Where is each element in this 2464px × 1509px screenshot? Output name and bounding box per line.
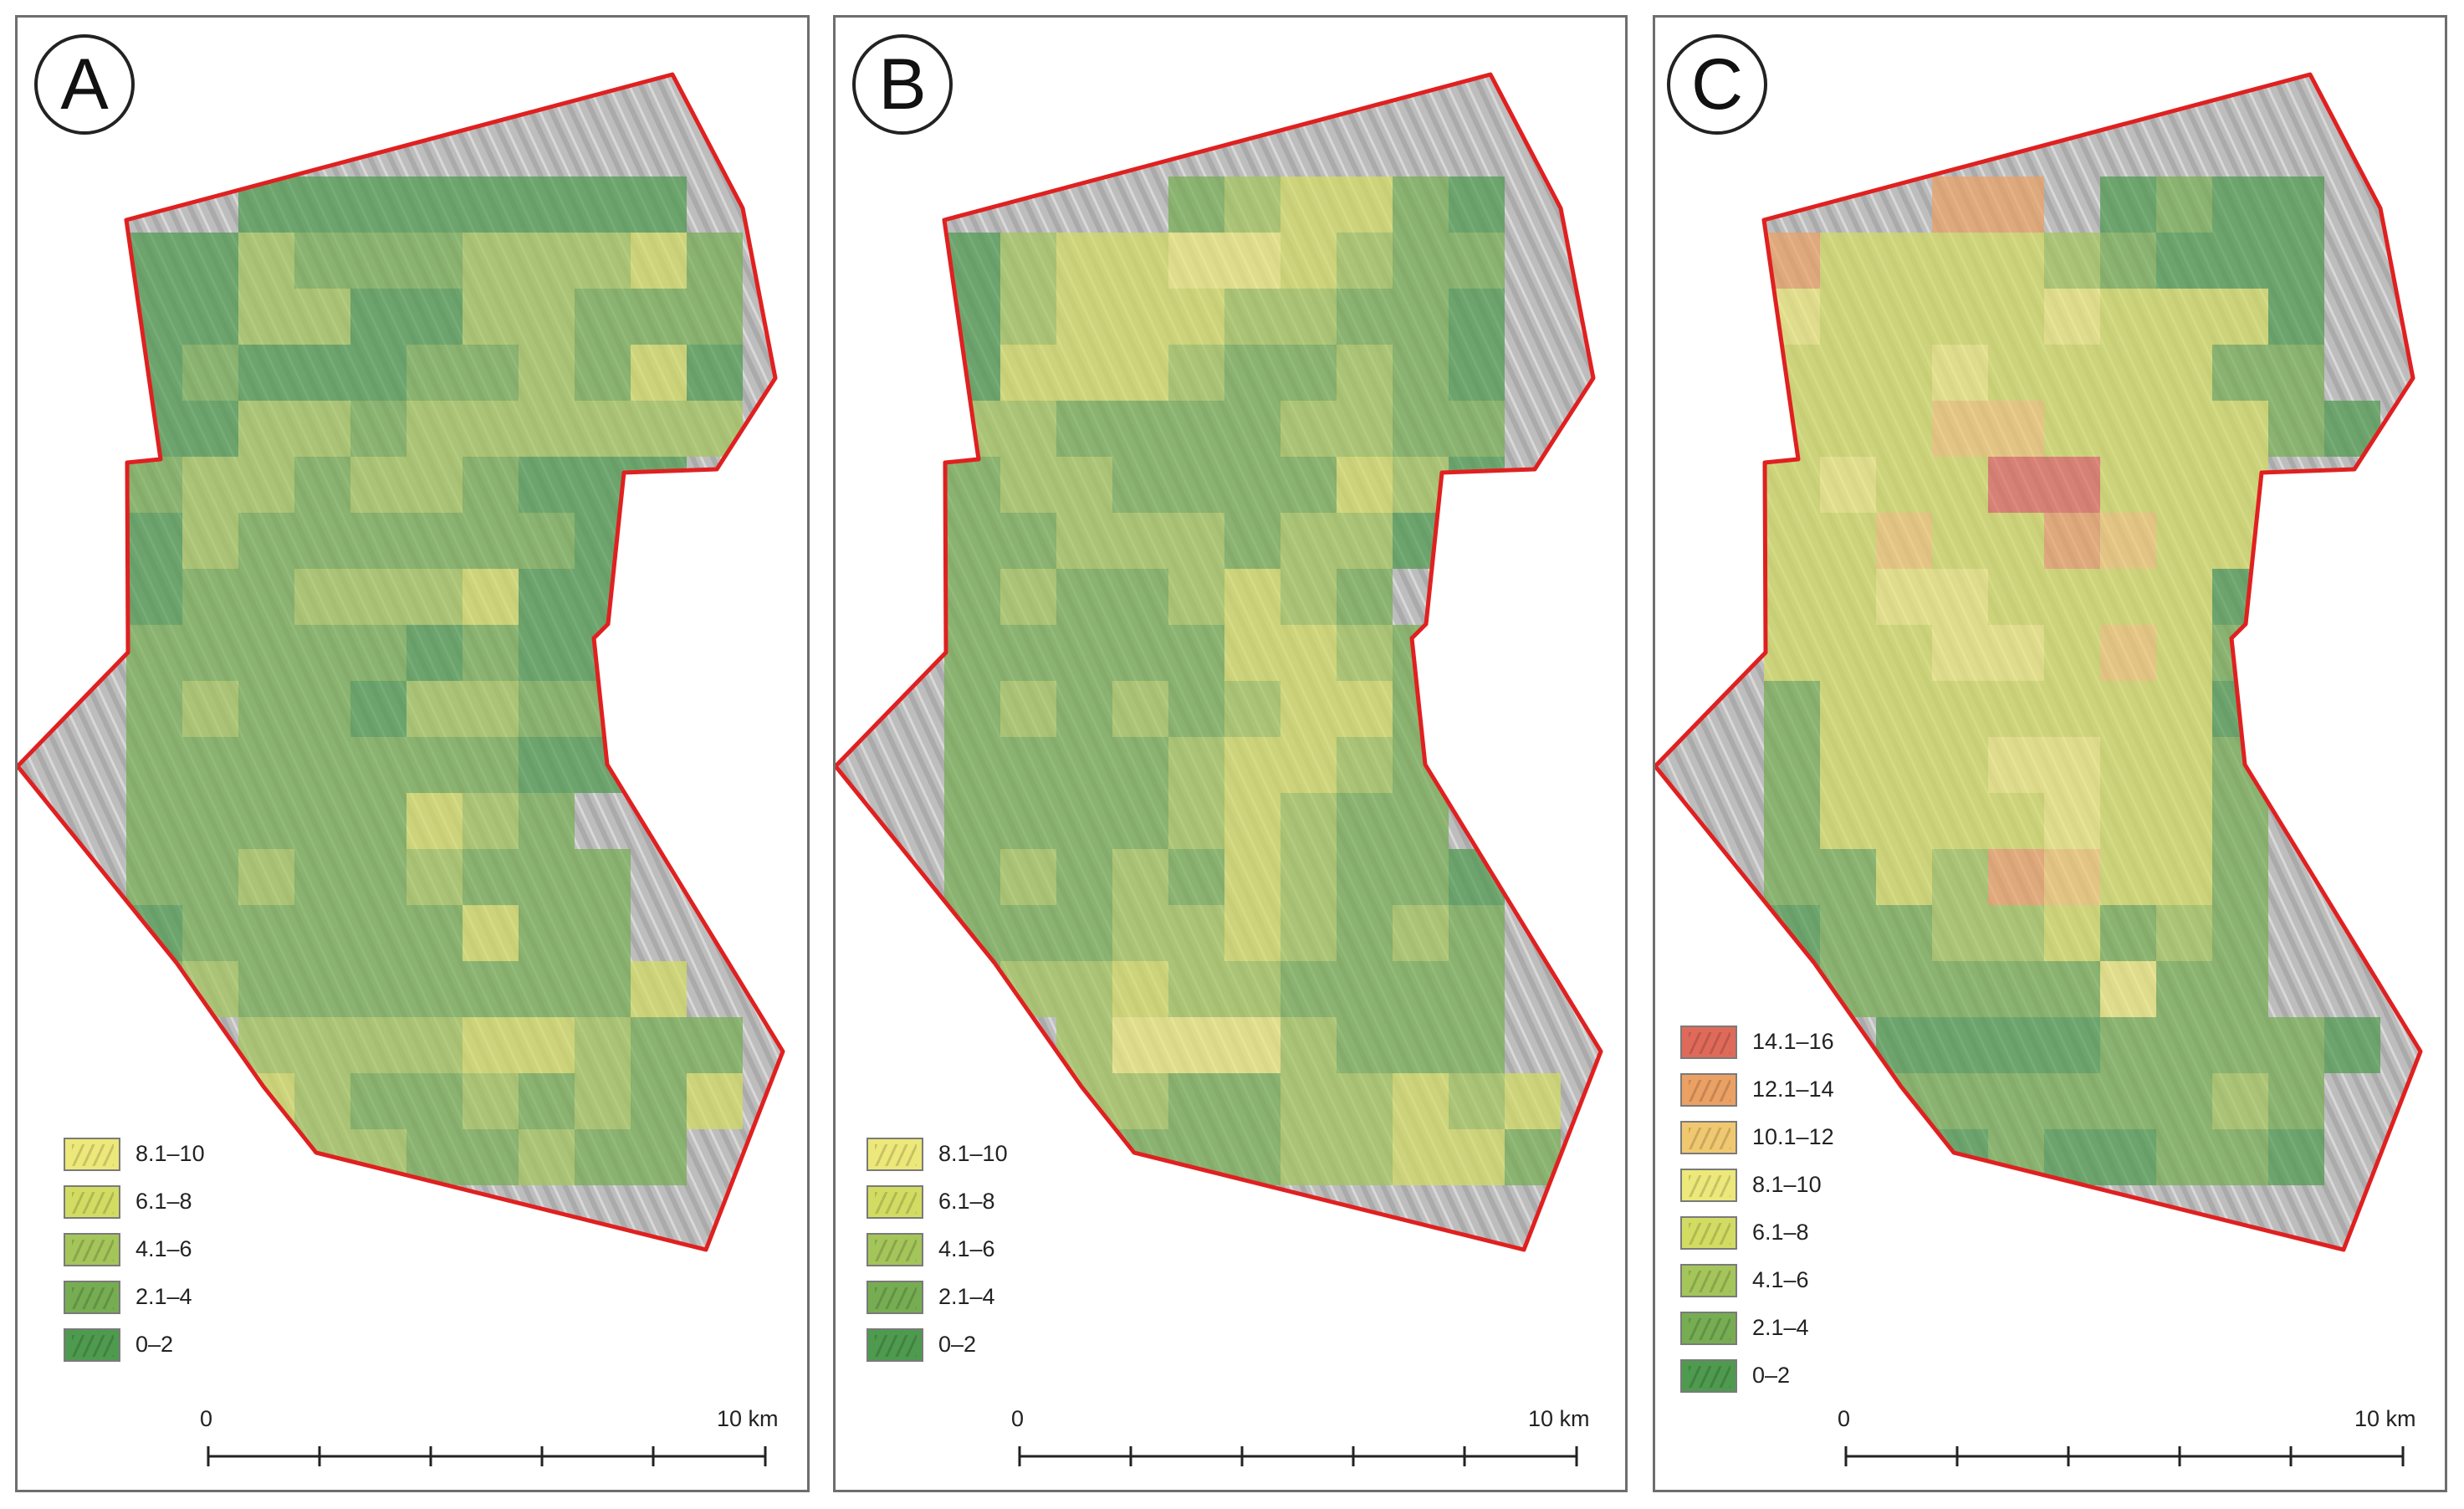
legend-label: 0–2 [938, 1332, 977, 1357]
terrain-texture [836, 74, 1601, 1250]
legend-swatch [64, 1137, 120, 1171]
legend-item: 4.1–6 [1680, 1256, 1834, 1304]
legend-label: 6.1–8 [135, 1189, 192, 1214]
legend-swatch [866, 1137, 923, 1171]
legend-b: 8.1–10 6.1–8 4.1–6 2.1–4 0–2 [866, 1130, 1008, 1368]
legend-item: 4.1–6 [866, 1225, 1008, 1273]
scalebar-start-label: 0 [1011, 1406, 1025, 1431]
legend-label: 4.1–6 [938, 1236, 995, 1261]
legend-label: 0–2 [1752, 1363, 1791, 1388]
scalebar-b: 0 10 km [1011, 1406, 1603, 1473]
legend-label: 6.1–8 [938, 1189, 995, 1214]
legend-label: 4.1–6 [1752, 1267, 1809, 1292]
legend-swatch [866, 1184, 923, 1219]
map-grid-c [1655, 72, 2423, 1252]
legend-swatch [1680, 1311, 1737, 1345]
legend-item: 6.1–8 [1680, 1209, 1834, 1256]
legend-item: 8.1–10 [64, 1130, 205, 1178]
legend-swatch [1680, 1168, 1737, 1202]
panel-label-c: C [1667, 34, 1767, 135]
legend-a: 8.1–10 6.1–8 4.1–6 2.1–4 0–2 [64, 1130, 205, 1368]
map-grid-b [836, 72, 1603, 1252]
panel-label-b: B [852, 34, 953, 135]
legend-swatch [64, 1184, 120, 1219]
scalebar-start-label: 0 [1838, 1406, 1851, 1431]
study-area-boundary [836, 72, 1603, 1252]
legend-item: 2.1–4 [866, 1273, 1008, 1321]
legend-label: 8.1–10 [135, 1141, 205, 1166]
legend-swatch [866, 1327, 923, 1362]
legend-swatch [64, 1327, 120, 1362]
scalebar-a: 0 10 km [200, 1406, 792, 1473]
legend-swatch [1680, 1215, 1737, 1250]
grid-cell [631, 569, 687, 625]
legend-item: 8.1–10 [866, 1130, 1008, 1178]
grid-cell [1764, 961, 1820, 1017]
legend-item: 12.1–14 [1680, 1066, 1834, 1113]
terrain-texture [1655, 74, 2421, 1250]
map-grid-a [18, 72, 785, 1252]
study-area-boundary [1655, 72, 2423, 1252]
legend-label: 6.1–8 [1752, 1220, 1809, 1245]
legend-c: 14.1–16 12.1–14 10.1–12 8.1–10 6.1–8 4.1… [1680, 1018, 1834, 1399]
legend-swatch [1680, 1120, 1737, 1154]
legend-item: 2.1–4 [1680, 1304, 1834, 1352]
legend-item: 10.1–12 [1680, 1113, 1834, 1161]
panel-label-a: A [34, 34, 135, 135]
legend-swatch [866, 1232, 923, 1266]
legend-swatch [64, 1280, 120, 1314]
scalebar-c: 0 10 km [1838, 1406, 2430, 1473]
terrain-texture [18, 74, 783, 1250]
grid-cell [944, 961, 1000, 1017]
scalebar-end-label: 10 km [717, 1406, 779, 1431]
legend-label: 14.1–16 [1752, 1029, 1834, 1054]
legend-label: 10.1–12 [1752, 1124, 1834, 1149]
legend-item: 0–2 [64, 1321, 205, 1368]
legend-item: 2.1–4 [64, 1273, 205, 1321]
legend-item: 8.1–10 [1680, 1161, 1834, 1209]
legend-item: 6.1–8 [64, 1178, 205, 1225]
legend-item: 0–2 [866, 1321, 1008, 1368]
map-panel-b: B 8.1–10 6.1–8 4.1–6 2.1–4 0–2 0 10 km [833, 15, 1628, 1492]
legend-label: 12.1–14 [1752, 1077, 1834, 1102]
legend-label: 4.1–6 [135, 1236, 192, 1261]
scalebar-end-label: 10 km [2354, 1406, 2416, 1431]
grid-cell [126, 961, 182, 1017]
legend-swatch [64, 1232, 120, 1266]
legend-label: 2.1–4 [938, 1284, 995, 1309]
legend-item: 14.1–16 [1680, 1018, 1834, 1066]
legend-swatch [1680, 1263, 1737, 1297]
legend-swatch [1680, 1072, 1737, 1107]
scalebar-start-label: 0 [200, 1406, 213, 1431]
legend-label: 8.1–10 [1752, 1172, 1822, 1197]
study-area-boundary [18, 72, 785, 1252]
legend-label: 8.1–10 [938, 1141, 1008, 1166]
legend-label: 2.1–4 [135, 1284, 192, 1309]
legend-swatch [1680, 1358, 1737, 1393]
legend-item: 0–2 [1680, 1352, 1834, 1399]
legend-label: 2.1–4 [1752, 1315, 1809, 1340]
scalebar-end-label: 10 km [1528, 1406, 1590, 1431]
legend-item: 6.1–8 [866, 1178, 1008, 1225]
legend-swatch [1680, 1025, 1737, 1059]
legend-label: 0–2 [135, 1332, 174, 1357]
grid-cell [631, 513, 687, 569]
map-panel-a: A 8.1–10 6.1–8 4.1–6 2.1–4 0–2 0 10 km [15, 15, 810, 1492]
legend-item: 4.1–6 [64, 1225, 205, 1273]
legend-swatch [866, 1280, 923, 1314]
map-panel-c: C 14.1–16 12.1–14 10.1–12 8.1–10 6.1–8 4… [1653, 15, 2447, 1492]
